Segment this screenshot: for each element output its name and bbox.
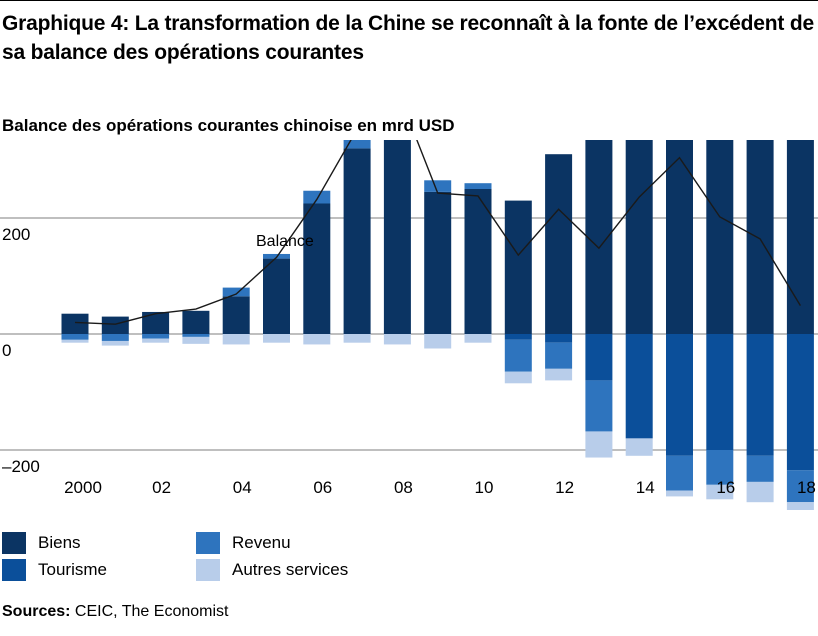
bar-biens-2004 (222, 296, 250, 334)
bar-biens-2016 (706, 140, 734, 335)
bar-autres-services-2008 (383, 334, 411, 345)
bar-biens-2001 (101, 316, 129, 334)
bar-tourisme-2015 (666, 334, 693, 456)
bar-autres-services-2000 (61, 339, 89, 343)
bar-biens-2007 (343, 148, 371, 334)
bar-autres-services-2010 (464, 334, 492, 343)
chart-title: Graphique 4: La transformation de la Chi… (2, 12, 814, 64)
legend-label-tourisme: Tourisme (38, 560, 107, 579)
bar-tourisme-2011 (504, 334, 532, 340)
x-axis: 2000 02 04 06 08 10 12 14 16 18 (64, 478, 816, 497)
balance-line: Balance (74, 140, 801, 325)
legend-swatch-autres (196, 559, 220, 581)
bars (61, 140, 814, 510)
bar-biens-2009 (424, 191, 452, 334)
bar-revenu-2012 (545, 342, 573, 369)
y-tick-label: –200 (2, 457, 40, 476)
bar-autres-services-2011 (504, 371, 532, 384)
stacked-bar-chart: Balance 6004002000–200–400 2000020406081… (0, 140, 818, 510)
legend-item-revenu: Revenu (196, 532, 291, 554)
bar-revenu-2007 (343, 140, 371, 149)
bar-autres-services-2001 (101, 340, 129, 346)
bar-biens-2017 (746, 140, 774, 334)
bar-revenu-2011 (504, 339, 532, 372)
bar-biens-2014 (625, 140, 653, 334)
bar-revenu-2000 (61, 334, 89, 340)
bar-revenu-2017 (746, 455, 774, 482)
bar-revenu-2010 (464, 183, 492, 189)
x-tick-label: 14 (636, 478, 655, 497)
bar-biens-2010 (464, 189, 492, 334)
balance-line-label: Balance (256, 233, 314, 250)
x-tick-label: 12 (555, 478, 574, 497)
bar-revenu-2009 (424, 180, 452, 192)
x-tick-label: 10 (475, 478, 494, 497)
bar-revenu-2018 (786, 470, 814, 503)
bar-biens-2011 (504, 200, 532, 334)
x-tick-label: 08 (394, 478, 413, 497)
bar-revenu-2003 (182, 334, 210, 337)
bar-autres-services-2002 (142, 338, 170, 343)
x-tick-label: 16 (716, 478, 735, 497)
source-label: Sources: (2, 603, 71, 620)
bar-biens-2002 (142, 311, 170, 334)
bar-autres-services-2007 (343, 334, 371, 343)
x-tick-label: 06 (313, 478, 332, 497)
legend-item-tourisme: Tourisme (2, 559, 107, 581)
bar-autres-services-2018 (786, 502, 814, 510)
legend-swatch-tourisme (2, 559, 26, 581)
bar-tourisme-2018 (786, 334, 814, 471)
legend-label-biens: Biens (38, 533, 81, 552)
bar-autres-services-2006 (303, 334, 331, 345)
source-note: Sources: CEIC, The Economist (2, 603, 228, 621)
legend-label-autres: Autres services (232, 560, 349, 579)
bar-revenu-2015 (666, 455, 693, 491)
bar-biens-2012 (545, 154, 573, 334)
bar-tourisme-2014 (625, 334, 653, 439)
balance-line-path (74, 140, 801, 325)
bar-tourisme-2016 (706, 334, 734, 450)
bar-autres-services-2013 (585, 431, 613, 458)
bar-autres-services-2014 (625, 438, 653, 456)
x-tick-label: 02 (152, 478, 171, 497)
legend-swatch-revenu (196, 532, 220, 554)
bar-revenu-2004 (222, 287, 250, 297)
bar-biens-2005 (263, 258, 290, 334)
bar-biens-2018 (786, 140, 814, 335)
x-tick-label: 04 (233, 478, 252, 497)
bar-autres-services-2004 (222, 334, 250, 345)
bar-revenu-2002 (142, 334, 170, 339)
y-tick-label: 0 (2, 341, 11, 360)
bar-autres-services-2003 (182, 336, 210, 344)
legend-item-autres: Autres services (196, 559, 348, 581)
bar-tourisme-2013 (585, 334, 613, 381)
top-rule (0, 0, 818, 1)
source-text: CEIC, The Economist (74, 603, 229, 620)
bar-revenu-2006 (303, 190, 331, 204)
bar-autres-services-2012 (545, 368, 573, 381)
bar-autres-services-2016 (706, 484, 734, 500)
bar-revenu-2016 (706, 450, 734, 485)
bar-autres-services-2015 (666, 490, 693, 497)
legend-item-biens: Biens (2, 532, 81, 554)
chart-subtitle: Balance des opérations courantes chinois… (2, 116, 455, 135)
bar-autres-services-2017 (746, 481, 774, 503)
bar-biens-2008 (383, 140, 411, 335)
legend-swatch-biens (2, 532, 26, 554)
x-tick-label: 2000 (64, 478, 102, 497)
bar-revenu-2013 (585, 380, 613, 432)
y-axis: 6004002000–200–400 (2, 225, 40, 476)
bar-biens-2006 (303, 203, 331, 334)
bar-biens-2000 (61, 313, 89, 334)
bar-tourisme-2012 (545, 334, 573, 343)
bar-autres-services-2009 (424, 334, 452, 349)
y-tick-label: 200 (2, 225, 30, 244)
bar-tourisme-2017 (746, 334, 774, 456)
bar-revenu-2001 (101, 334, 129, 341)
bar-autres-services-2005 (263, 334, 290, 343)
x-tick-label: 18 (797, 478, 816, 497)
bar-biens-2003 (182, 310, 210, 334)
legend-label-revenu: Revenu (232, 533, 291, 552)
bar-biens-2015 (666, 140, 693, 334)
